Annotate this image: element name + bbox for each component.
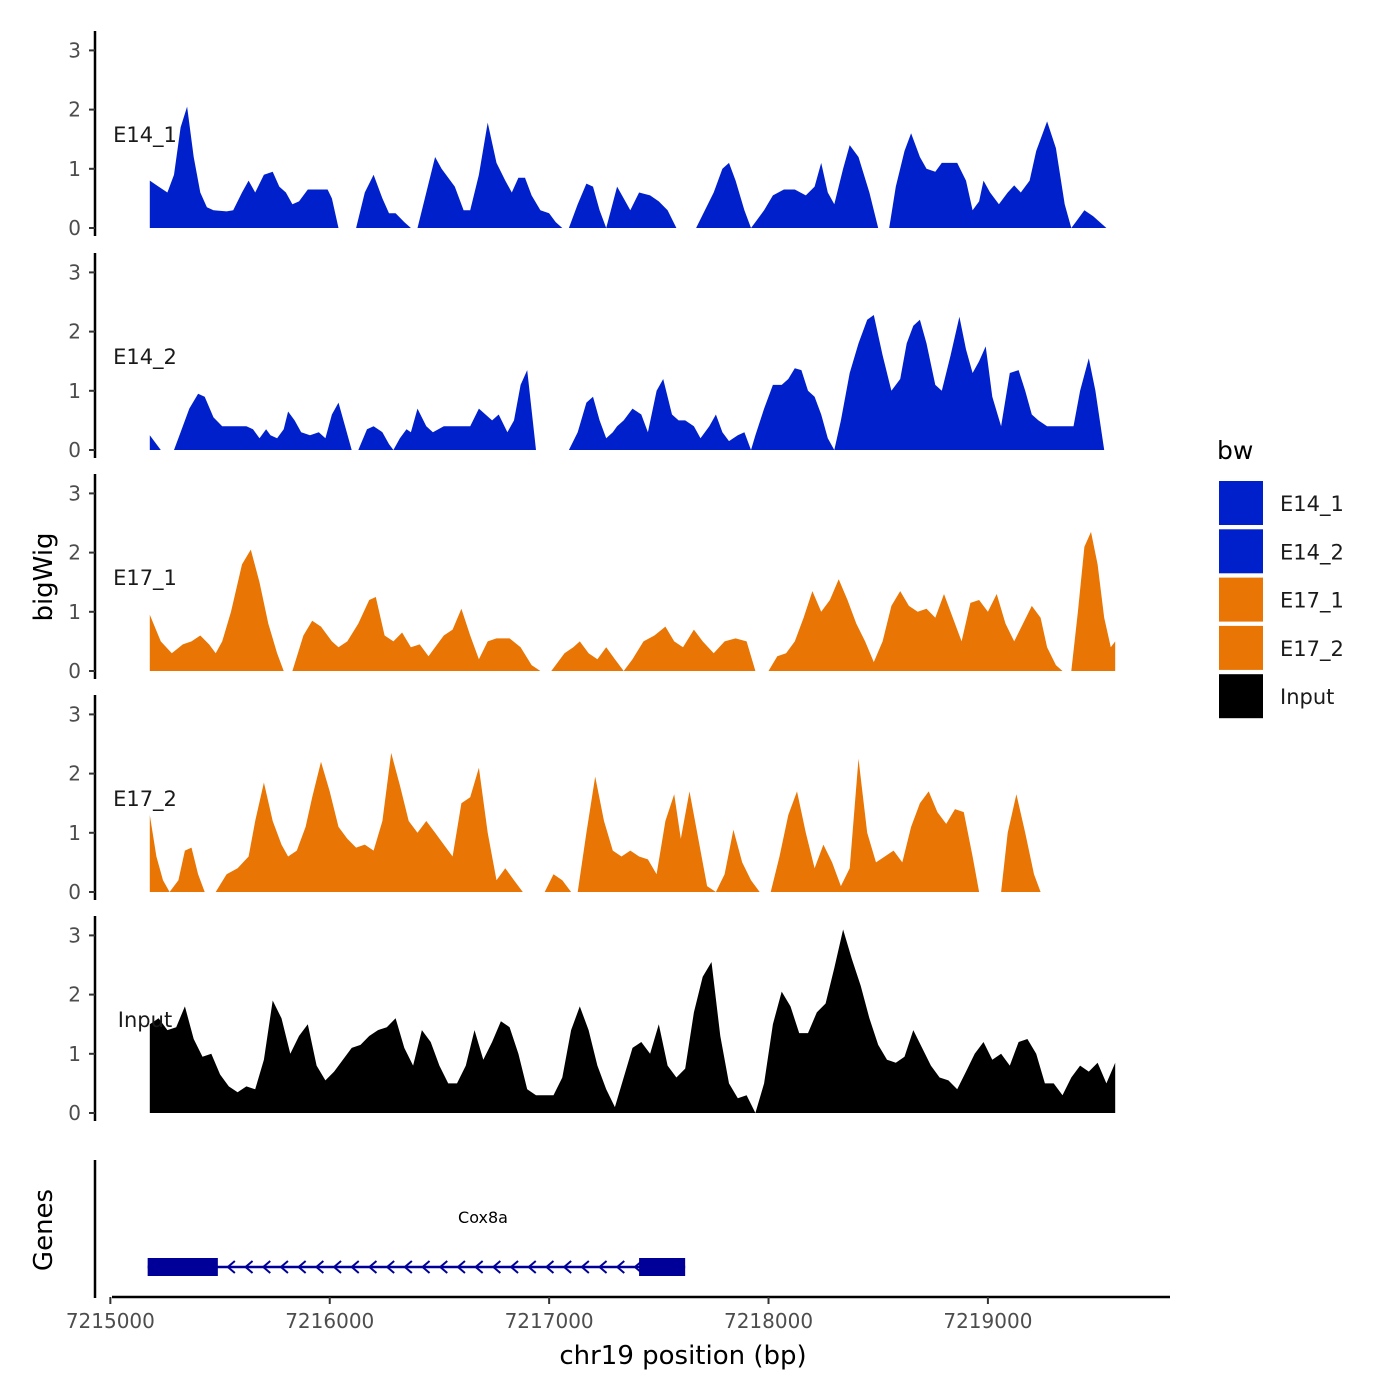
legend-swatch-E14_1: [1219, 481, 1263, 525]
y-tick-label-E14_2-3: 3: [68, 260, 81, 284]
track-Input: 0 1 2 3 Input: [68, 916, 1116, 1125]
strand-arrow-icon: [332, 1260, 342, 1274]
x-tick-label-7217000: 7217000: [505, 1309, 594, 1333]
y-tick-label-E17_2-1: 1: [68, 821, 81, 845]
strand-arrow-icon: [261, 1260, 271, 1274]
strand-arrow-icon: [244, 1260, 254, 1274]
y-tick-label-E14_2-1: 1: [68, 379, 81, 403]
legend-swatch-E14_2: [1219, 529, 1263, 574]
track-label-E17_1: E17_1: [113, 566, 177, 591]
strand-arrow-icon: [598, 1260, 608, 1274]
y-tick-label-E14_1-2: 2: [68, 98, 81, 122]
legend-swatch-E17_2: [1219, 625, 1263, 670]
strand-arrow-icon: [580, 1260, 590, 1274]
bigwig-tracks: 0 1 2 3 E14_1 0 1 2 3 E14_2 0 1 2 3 E17_1 0 1 2 3 E17_2 0 1 2 3…: [68, 31, 1116, 1125]
legend-label-E14_2: E14_2: [1280, 540, 1344, 565]
gene-label: Cox8a: [458, 1208, 508, 1227]
track-E14_2: 0 1 2 3 E14_2: [68, 253, 1116, 462]
y-tick-label-E14_2-0: 0: [68, 438, 81, 462]
y-tick-label-E17_1-1: 1: [68, 600, 81, 624]
x-axis: 7215000 7216000 7217000 7218000 7219000: [66, 1295, 1170, 1333]
signal-area-E14_1: [149, 106, 1116, 228]
y-tick-label-E14_1-3: 3: [68, 38, 81, 62]
x-tick-label-7218000: 7218000: [724, 1309, 813, 1333]
legend-swatch-E17_1: [1219, 577, 1263, 622]
strand-arrow-icon: [491, 1260, 502, 1274]
track-label-E17_2: E17_2: [113, 787, 177, 812]
strand-arrow-icon: [279, 1260, 289, 1274]
strand-arrow-icon: [474, 1260, 484, 1274]
y-tick-label-E17_1-0: 0: [68, 659, 81, 683]
y-tick-label-E14_2-2: 2: [68, 320, 81, 344]
legend-label-E17_1: E17_1: [1280, 589, 1344, 614]
legend-label-E17_2: E17_2: [1280, 637, 1344, 662]
genes-axis-title: Genes: [29, 1189, 59, 1271]
x-tick-label-7219000: 7219000: [943, 1309, 1032, 1333]
strand-arrow-icon: [456, 1260, 466, 1274]
legend-label-Input: Input: [1280, 685, 1334, 709]
strand-arrow-icon: [385, 1260, 395, 1274]
strand-arrow-icon: [367, 1260, 378, 1274]
strand-arrow-icon: [544, 1260, 555, 1274]
signal-area-E17_1: [149, 531, 1116, 671]
y-tick-label-Input-1: 1: [68, 1042, 81, 1066]
y-axis-title: bigWig: [29, 532, 59, 621]
strand-arrow-icon: [314, 1260, 325, 1274]
legend-label-E14_1: E14_1: [1280, 492, 1344, 517]
y-tick-label-E14_1-0: 0: [68, 216, 81, 240]
strand-arrow-icon: [527, 1260, 537, 1274]
track-label-Input: Input: [118, 1008, 172, 1032]
y-tick-label-E14_1-1: 1: [68, 157, 81, 181]
legend-title: bw: [1217, 436, 1253, 465]
strand-arrow-icon: [421, 1260, 431, 1274]
legend-swatch-Input: [1219, 674, 1263, 719]
strand-arrow-icon: [562, 1260, 572, 1274]
strand-arrow-icon: [226, 1260, 236, 1274]
gene-exon-2: [639, 1258, 686, 1276]
track-label-E14_1: E14_1: [113, 123, 177, 148]
x-tick-label-7215000: 7215000: [66, 1309, 155, 1333]
track-label-E14_2: E14_2: [113, 345, 177, 370]
y-tick-label-Input-0: 0: [68, 1101, 81, 1125]
track-E14_1: 0 1 2 3 E14_1: [68, 31, 1116, 240]
signal-area-E17_2: [149, 752, 1116, 892]
y-tick-label-Input-2: 2: [68, 983, 81, 1007]
y-tick-label-E17_1-2: 2: [68, 541, 81, 565]
y-tick-label-E17_1-3: 3: [68, 481, 81, 505]
strand-arrow-icon: [438, 1260, 448, 1274]
x-axis-title: chr19 position (bp): [559, 1341, 806, 1371]
gene-exon-1: [147, 1258, 218, 1276]
strand-arrow-icon: [297, 1260, 307, 1274]
signal-area-E14_2: [149, 315, 1116, 450]
legend: bw E14_1 E14_2 E17_1 E17_2 Input: [1217, 436, 1344, 719]
signal-area-Input: [149, 929, 1116, 1113]
y-tick-label-E17_2-3: 3: [68, 702, 81, 726]
genes-panel: Cox8a: [93, 1160, 686, 1298]
strand-arrow-icon: [509, 1260, 519, 1274]
track-E17_2: 0 1 2 3 E17_2: [68, 695, 1116, 904]
y-tick-label-Input-3: 3: [68, 923, 81, 947]
y-tick-label-E17_2-0: 0: [68, 880, 81, 904]
y-tick-label-E17_2-2: 2: [68, 762, 81, 786]
track-E17_1: 0 1 2 3 E17_1: [68, 474, 1116, 683]
x-tick-label-7216000: 7216000: [285, 1309, 374, 1333]
strand-arrow-icon: [350, 1260, 360, 1274]
strand-arrow-icon: [403, 1260, 413, 1274]
strand-arrow-icon: [615, 1260, 625, 1274]
